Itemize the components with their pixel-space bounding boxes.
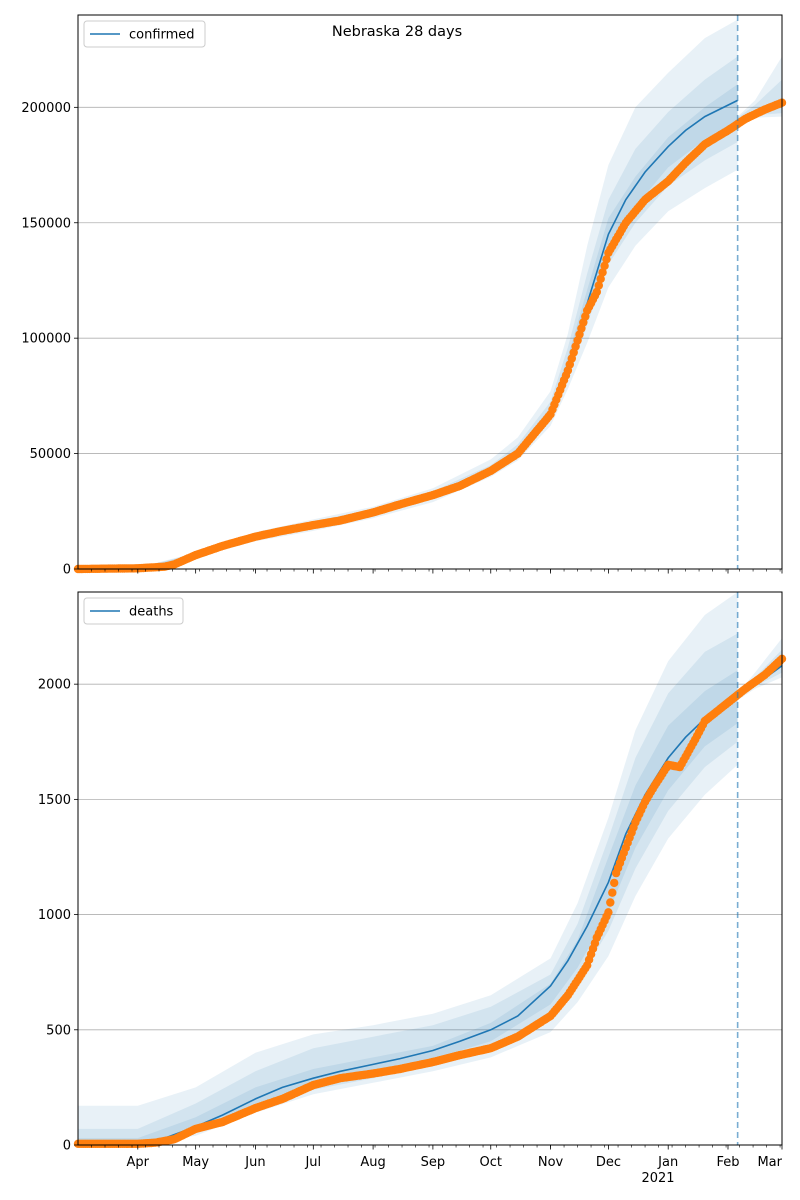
deaths-legend: deaths	[83, 597, 184, 625]
x-tick-label: Apr	[127, 1155, 150, 1170]
deaths-observed-point	[689, 738, 698, 748]
confirmed-y-tick-label: 0	[63, 563, 71, 578]
confirmed-legend-label: confirmed	[129, 28, 195, 43]
confirmed-y-axis: 0 50000 100000 150000 200000	[21, 101, 78, 578]
x-tick-label: Mar	[757, 1155, 782, 1170]
confirmed-y-tick-label: 150000	[21, 216, 71, 231]
confirmed-observed-point	[602, 255, 611, 264]
confirmed-y-tick-label: 200000	[21, 101, 71, 116]
deaths-band	[78, 592, 738, 1145]
deaths-y-tick-label: 2000	[38, 678, 71, 693]
confirmed-observed-point	[590, 291, 600, 300]
deaths-legend-label: deaths	[129, 605, 174, 620]
confirmed-legend-box	[83, 20, 206, 48]
deaths-y-tick-label: 0	[63, 1139, 71, 1154]
x-tick-label: May	[182, 1155, 209, 1170]
confirmed-axes-frame	[77, 14, 783, 570]
deaths-observed-point	[590, 939, 600, 948]
confirmed-panel: 0 50000 100000 150000 200000 confirmed Nebra…	[21, 14, 787, 578]
deaths-observed-points	[73, 654, 787, 1149]
x-tick-label: Dec	[596, 1155, 621, 1170]
deaths-observed-point	[581, 964, 590, 973]
confirmed-observed-point	[594, 281, 603, 290]
x-tick-label: Aug	[360, 1155, 385, 1170]
confirmed-observed-point	[544, 412, 553, 421]
confirmed-observed-point	[596, 274, 605, 284]
x-tick-label: Oct	[480, 1155, 502, 1170]
x-tick-label: Nov	[538, 1155, 564, 1170]
deaths-y-axis: 0 500 1000 1500 2000	[38, 678, 78, 1154]
deaths-observed-point	[619, 848, 628, 857]
deaths-y-tick-label: 500	[46, 1023, 71, 1038]
confirmed-y-tick-label: 50000	[30, 447, 71, 462]
deaths-observed-point	[608, 888, 617, 897]
x-tick-label: Jan	[657, 1155, 678, 1170]
deaths-observed-point	[775, 656, 785, 665]
deaths-observed-point	[606, 898, 615, 907]
deaths-y-tick-label: 1000	[38, 908, 71, 923]
confirmed-observed-points	[73, 98, 787, 574]
x-tick-label: Jun	[244, 1155, 265, 1170]
deaths-panel: Apr May Jun Jul Aug Sep Oct Nov Dec Jan Feb Mar 0 50…	[38, 591, 787, 1186]
deaths-observed-point	[648, 784, 657, 793]
deaths-observed-point	[602, 912, 611, 921]
deaths-observed-point	[629, 823, 638, 832]
deaths-x-axis: Apr May Jun Jul Aug Sep Oct Nov Dec Jan Feb Mar	[91, 1145, 783, 1170]
deaths-legend-box	[83, 597, 184, 625]
x-tick-label: Jul	[304, 1155, 321, 1170]
deaths-observed-point	[638, 801, 648, 810]
deaths-deaths-line	[77, 665, 783, 1146]
x-tick-label: Sep	[421, 1155, 446, 1170]
confirmed-y-tick-label: 100000	[21, 332, 71, 347]
confirmed-observed-point	[561, 371, 571, 380]
confirmed-observed-point	[600, 261, 609, 270]
deaths-y-tick-label: 1500	[38, 793, 71, 808]
deaths-band	[78, 670, 738, 1145]
confirmed-band	[78, 19, 738, 570]
confirmed-observed-point	[775, 99, 785, 108]
deaths-axes-frame	[77, 591, 783, 1146]
x-tick-label: Feb	[716, 1155, 739, 1170]
year-label: 2021	[641, 1171, 674, 1186]
confirmed-observed-point	[598, 268, 607, 277]
deaths-observed-point	[610, 878, 619, 888]
confirmed-legend: confirmed	[83, 20, 206, 48]
confirmed-observed-point	[581, 312, 590, 321]
deaths-series-lines	[77, 665, 783, 1146]
figure-title: Nebraska 28 days	[332, 24, 462, 40]
